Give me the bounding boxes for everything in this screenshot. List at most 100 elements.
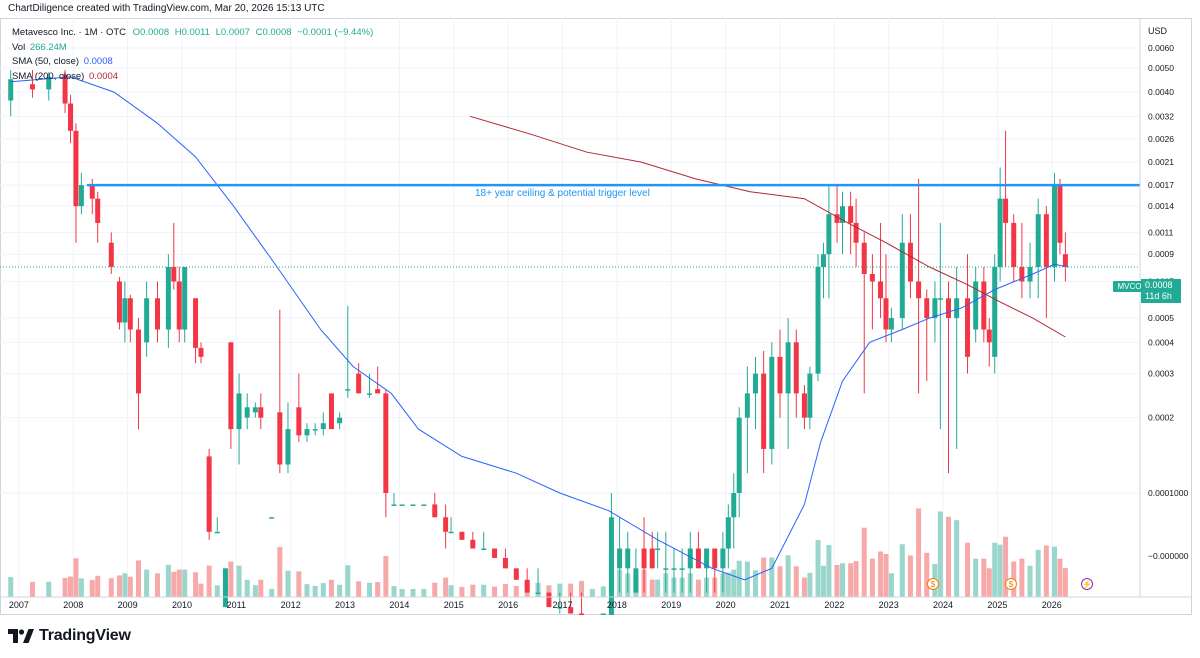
- candle: [122, 281, 128, 343]
- candle: [916, 178, 922, 394]
- candle-body: [144, 298, 150, 343]
- candle-body: [535, 592, 541, 595]
- earnings-event-icon[interactable]: ⚡: [1081, 578, 1093, 590]
- candle: [704, 548, 710, 593]
- volume-bar: [954, 520, 960, 597]
- candle: [252, 402, 258, 418]
- candle-body: [712, 548, 718, 569]
- vol-value: 266.24M: [29, 41, 67, 53]
- candle: [448, 517, 454, 534]
- candle: [839, 191, 845, 255]
- volume-bar: [244, 579, 250, 597]
- volume-bar: [320, 583, 326, 597]
- y-tick-label: 0.0026: [1148, 134, 1174, 144]
- candle-body: [448, 531, 454, 534]
- candle: [95, 191, 101, 243]
- y-tick-label: 0.0009: [1148, 249, 1174, 259]
- candle: [432, 493, 438, 518]
- volume-bar: [296, 571, 302, 597]
- volume-bar: [916, 508, 922, 597]
- dividend-event-icon[interactable]: $: [927, 578, 939, 590]
- candle: [736, 407, 742, 518]
- candle-body: [557, 607, 563, 609]
- candle: [801, 385, 807, 430]
- volume-bar: [214, 585, 220, 597]
- candle-body: [89, 185, 95, 199]
- x-tick-label: 2025: [987, 600, 1007, 610]
- sma50-value: 0.0008: [83, 56, 113, 67]
- volume-bar: [899, 544, 905, 597]
- candle-body: [108, 242, 114, 267]
- volume-bar: [135, 560, 141, 597]
- candle-body: [459, 531, 465, 540]
- volume-bar: [337, 584, 343, 597]
- volume-bar: [579, 580, 585, 597]
- volume-bar: [793, 566, 799, 597]
- candle: [625, 531, 631, 593]
- last-price: 0.0008: [1145, 280, 1173, 290]
- candle-body: [277, 412, 283, 465]
- y-tick-label: 0.0060: [1148, 43, 1174, 53]
- candle-body: [834, 214, 840, 223]
- currency-label[interactable]: USD: [1148, 26, 1168, 36]
- candle-body: [820, 254, 826, 267]
- candle-body: [997, 198, 1003, 267]
- candle: [600, 613, 606, 615]
- volume-bar: [459, 586, 465, 597]
- candle-body: [62, 74, 68, 104]
- tradingview-logo-icon: [8, 629, 34, 643]
- candles: [8, 70, 1068, 615]
- candle: [899, 214, 905, 330]
- volume-bar: [127, 576, 133, 597]
- x-tick-label: 2015: [444, 600, 464, 610]
- x-tick-label: 2012: [281, 600, 301, 610]
- volume-bar: [997, 544, 1003, 597]
- candle: [285, 402, 291, 474]
- last-price-box: 0.0008 11d 6h: [1141, 279, 1181, 303]
- volume-bar: [108, 578, 114, 597]
- candle-body: [731, 493, 737, 518]
- candle: [853, 198, 859, 267]
- candle: [269, 517, 275, 519]
- ceiling-annotation: 18+ year ceiling & potential trigger lev…: [475, 188, 650, 199]
- legend-sma200-row: SMA (200, close) 0.0004: [12, 70, 376, 85]
- candle-body: [470, 539, 476, 549]
- candle: [524, 568, 530, 593]
- brand-name: TradingView: [39, 627, 131, 644]
- candle: [761, 350, 767, 474]
- y-tick-label: 0.0032: [1148, 111, 1174, 121]
- candle-body: [383, 393, 389, 493]
- volume-bar: [155, 573, 161, 597]
- candle-body: [8, 79, 14, 101]
- candle: [1027, 242, 1033, 299]
- candle-body: [725, 517, 731, 549]
- candle: [1019, 222, 1025, 299]
- candle: [753, 356, 759, 430]
- dividend-event-icon[interactable]: $: [1005, 578, 1017, 590]
- candle-body: [193, 298, 199, 348]
- candle: [1062, 232, 1068, 282]
- candle-body: [304, 429, 310, 436]
- chart-frame: [0, 18, 1192, 615]
- candle: [182, 266, 188, 343]
- volume-bar: [981, 558, 987, 597]
- candle-body: [907, 242, 913, 282]
- candle-body: [633, 568, 639, 593]
- sma200-label: SMA (200, close): [12, 70, 85, 82]
- candle-body: [899, 242, 905, 319]
- price-axis: 0.0060 0.0050 0.0040 0.0032 0.0026 0.0021 0.00…: [1139, 18, 1189, 597]
- candle-body: [655, 548, 661, 551]
- tradingview-logo[interactable]: TradingView: [8, 627, 131, 645]
- legend-title-row: Metavesco Inc. · 1M · OTC O0.0008 H0.001…: [12, 26, 376, 41]
- candle: [304, 423, 310, 442]
- candle-body: [981, 281, 987, 330]
- candle: [165, 254, 171, 348]
- candle-body: [815, 266, 821, 374]
- price-chart[interactable]: 0.0060 0.0050 0.0040 0.0032 0.0026 0.0021 0.00…: [0, 18, 1192, 615]
- volume-bar: [807, 572, 813, 597]
- volume-bar: [367, 582, 373, 597]
- candle-body: [285, 429, 291, 465]
- candle-body: [986, 329, 992, 343]
- candle: [992, 254, 998, 374]
- candle: [155, 281, 161, 343]
